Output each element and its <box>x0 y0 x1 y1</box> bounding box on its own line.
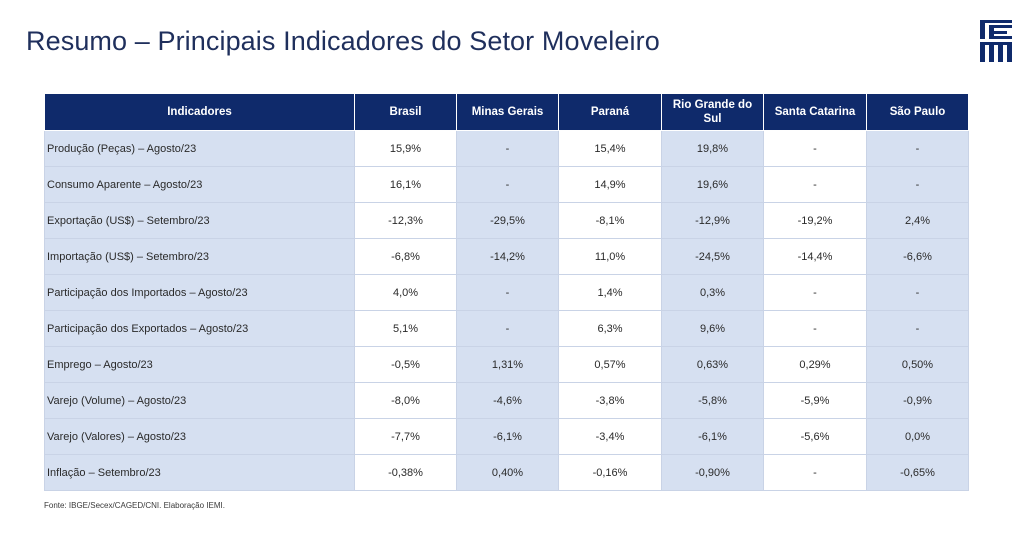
table-cell: - <box>456 130 559 167</box>
table-cell: -19,2% <box>763 202 867 239</box>
table-cell: -6,1% <box>456 418 559 455</box>
indicator-label: Exportação (US$) – Setembro/23 <box>44 202 355 239</box>
indicator-label: Importação (US$) – Setembro/23 <box>44 238 355 275</box>
indicator-label: Varejo (Volume) – Agosto/23 <box>44 382 355 419</box>
table-cell: -0,16% <box>558 454 662 491</box>
table-cell: 2,4% <box>866 202 969 239</box>
table-cell: -7,7% <box>354 418 457 455</box>
table-cell: 0,57% <box>558 346 662 383</box>
table-cell: 0,50% <box>866 346 969 383</box>
table-row: Varejo (Valores) – Agosto/23 -7,7% -6,1% -3… <box>44 418 969 455</box>
table-cell: - <box>763 130 867 167</box>
table-cell: -8,0% <box>354 382 457 419</box>
table-cell: 14,9% <box>558 166 662 203</box>
table-cell: 4,0% <box>354 274 457 311</box>
table-cell: 19,8% <box>661 130 764 167</box>
table-cell: - <box>866 310 969 347</box>
table-cell: -0,65% <box>866 454 969 491</box>
table-cell: - <box>866 274 969 311</box>
table-row: Participação dos Importados – Agosto/23 4… <box>44 274 969 311</box>
table-cell: 0,63% <box>661 346 764 383</box>
table-cell: -0,38% <box>354 454 457 491</box>
table-cell: - <box>763 454 867 491</box>
table-cell: 0,29% <box>763 346 867 383</box>
table-cell: 1,4% <box>558 274 662 311</box>
table-cell: 0,3% <box>661 274 764 311</box>
header-parana: Paraná <box>558 93 662 131</box>
indicator-label: Participação dos Importados – Agosto/23 <box>44 274 355 311</box>
table-row: Varejo (Volume) – Agosto/23 -8,0% -4,6% -3,… <box>44 382 969 419</box>
header-indicadores: Indicadores <box>44 93 355 131</box>
table-cell: -3,4% <box>558 418 662 455</box>
indicator-label: Varejo (Valores) – Agosto/23 <box>44 418 355 455</box>
table-cell: 1,31% <box>456 346 559 383</box>
table-cell: - <box>456 166 559 203</box>
table-cell: -3,8% <box>558 382 662 419</box>
table-cell: -0,9% <box>866 382 969 419</box>
table-row: Consumo Aparente – Agosto/23 16,1% -14,9% 1… <box>44 166 969 203</box>
table-cell: -4,6% <box>456 382 559 419</box>
table-cell: -0,5% <box>354 346 457 383</box>
table-cell: - <box>763 166 867 203</box>
table-cell: - <box>866 166 969 203</box>
iemi-logo <box>980 20 1012 62</box>
table-cell: - <box>866 130 969 167</box>
indicators-table: Indicadores Brasil Minas Gerais Paraná R… <box>44 93 969 491</box>
table-cell: - <box>456 274 559 311</box>
table-cell: 0,0% <box>866 418 969 455</box>
table-cell: -12,9% <box>661 202 764 239</box>
table-cell: -24,5% <box>661 238 764 275</box>
table-cell: -6,1% <box>661 418 764 455</box>
indicator-label: Participação dos Exportados – Agosto/23 <box>44 310 355 347</box>
source-note: Fonte: IBGE/Secex/CAGED/CNI. Elaboração … <box>44 501 225 510</box>
header-sao-paulo: São Paulo <box>866 93 969 131</box>
table-cell: 0,40% <box>456 454 559 491</box>
table-cell: 11,0% <box>558 238 662 275</box>
page-title: Resumo – Principais Indicadores do Setor… <box>26 26 660 56</box>
table-row: Produção (Peças) – Agosto/23 15,9% -15,4% 1… <box>44 130 969 167</box>
table-row: Exportação (US$) – Setembro/23 -12,3% -29,… <box>44 202 969 239</box>
table-cell: 15,4% <box>558 130 662 167</box>
table-cell: 9,6% <box>661 310 764 347</box>
table-cell: -0,90% <box>661 454 764 491</box>
header-rio-grande-do-sul: Rio Grande do Sul <box>661 93 764 131</box>
table-cell: -6,6% <box>866 238 969 275</box>
table-cell: -5,6% <box>763 418 867 455</box>
table-cell: - <box>456 310 559 347</box>
table-cell: 15,9% <box>354 130 457 167</box>
table-row: Importação (US$) – Setembro/23 -6,8% -14,2… <box>44 238 969 275</box>
table-cell: - <box>763 274 867 311</box>
table-cell: -5,8% <box>661 382 764 419</box>
indicator-label: Consumo Aparente – Agosto/23 <box>44 166 355 203</box>
indicator-label: Inflação – Setembro/23 <box>44 454 355 491</box>
table-cell: -6,8% <box>354 238 457 275</box>
table-cell: -14,4% <box>763 238 867 275</box>
table-cell: 16,1% <box>354 166 457 203</box>
table-cell: -5,9% <box>763 382 867 419</box>
table-cell: -29,5% <box>456 202 559 239</box>
header-brasil: Brasil <box>354 93 457 131</box>
table-cell: 6,3% <box>558 310 662 347</box>
header-santa-catarina: Santa Catarina <box>763 93 867 131</box>
table-row: Inflação – Setembro/23 -0,38% 0,40% -0,16% -… <box>44 454 969 491</box>
table-row: Emprego – Agosto/23 -0,5% 1,31% 0,57% 0,63% 0… <box>44 346 969 383</box>
table-row: Participação dos Exportados – Agosto/23 5… <box>44 310 969 347</box>
table-cell: 19,6% <box>661 166 764 203</box>
indicator-label: Produção (Peças) – Agosto/23 <box>44 130 355 167</box>
table-cell: - <box>763 310 867 347</box>
header-minas-gerais: Minas Gerais <box>456 93 559 131</box>
table-header-row: Indicadores Brasil Minas Gerais Paraná R… <box>44 93 969 131</box>
table-cell: 5,1% <box>354 310 457 347</box>
table-cell: -8,1% <box>558 202 662 239</box>
table-cell: -14,2% <box>456 238 559 275</box>
indicator-label: Emprego – Agosto/23 <box>44 346 355 383</box>
table-cell: -12,3% <box>354 202 457 239</box>
